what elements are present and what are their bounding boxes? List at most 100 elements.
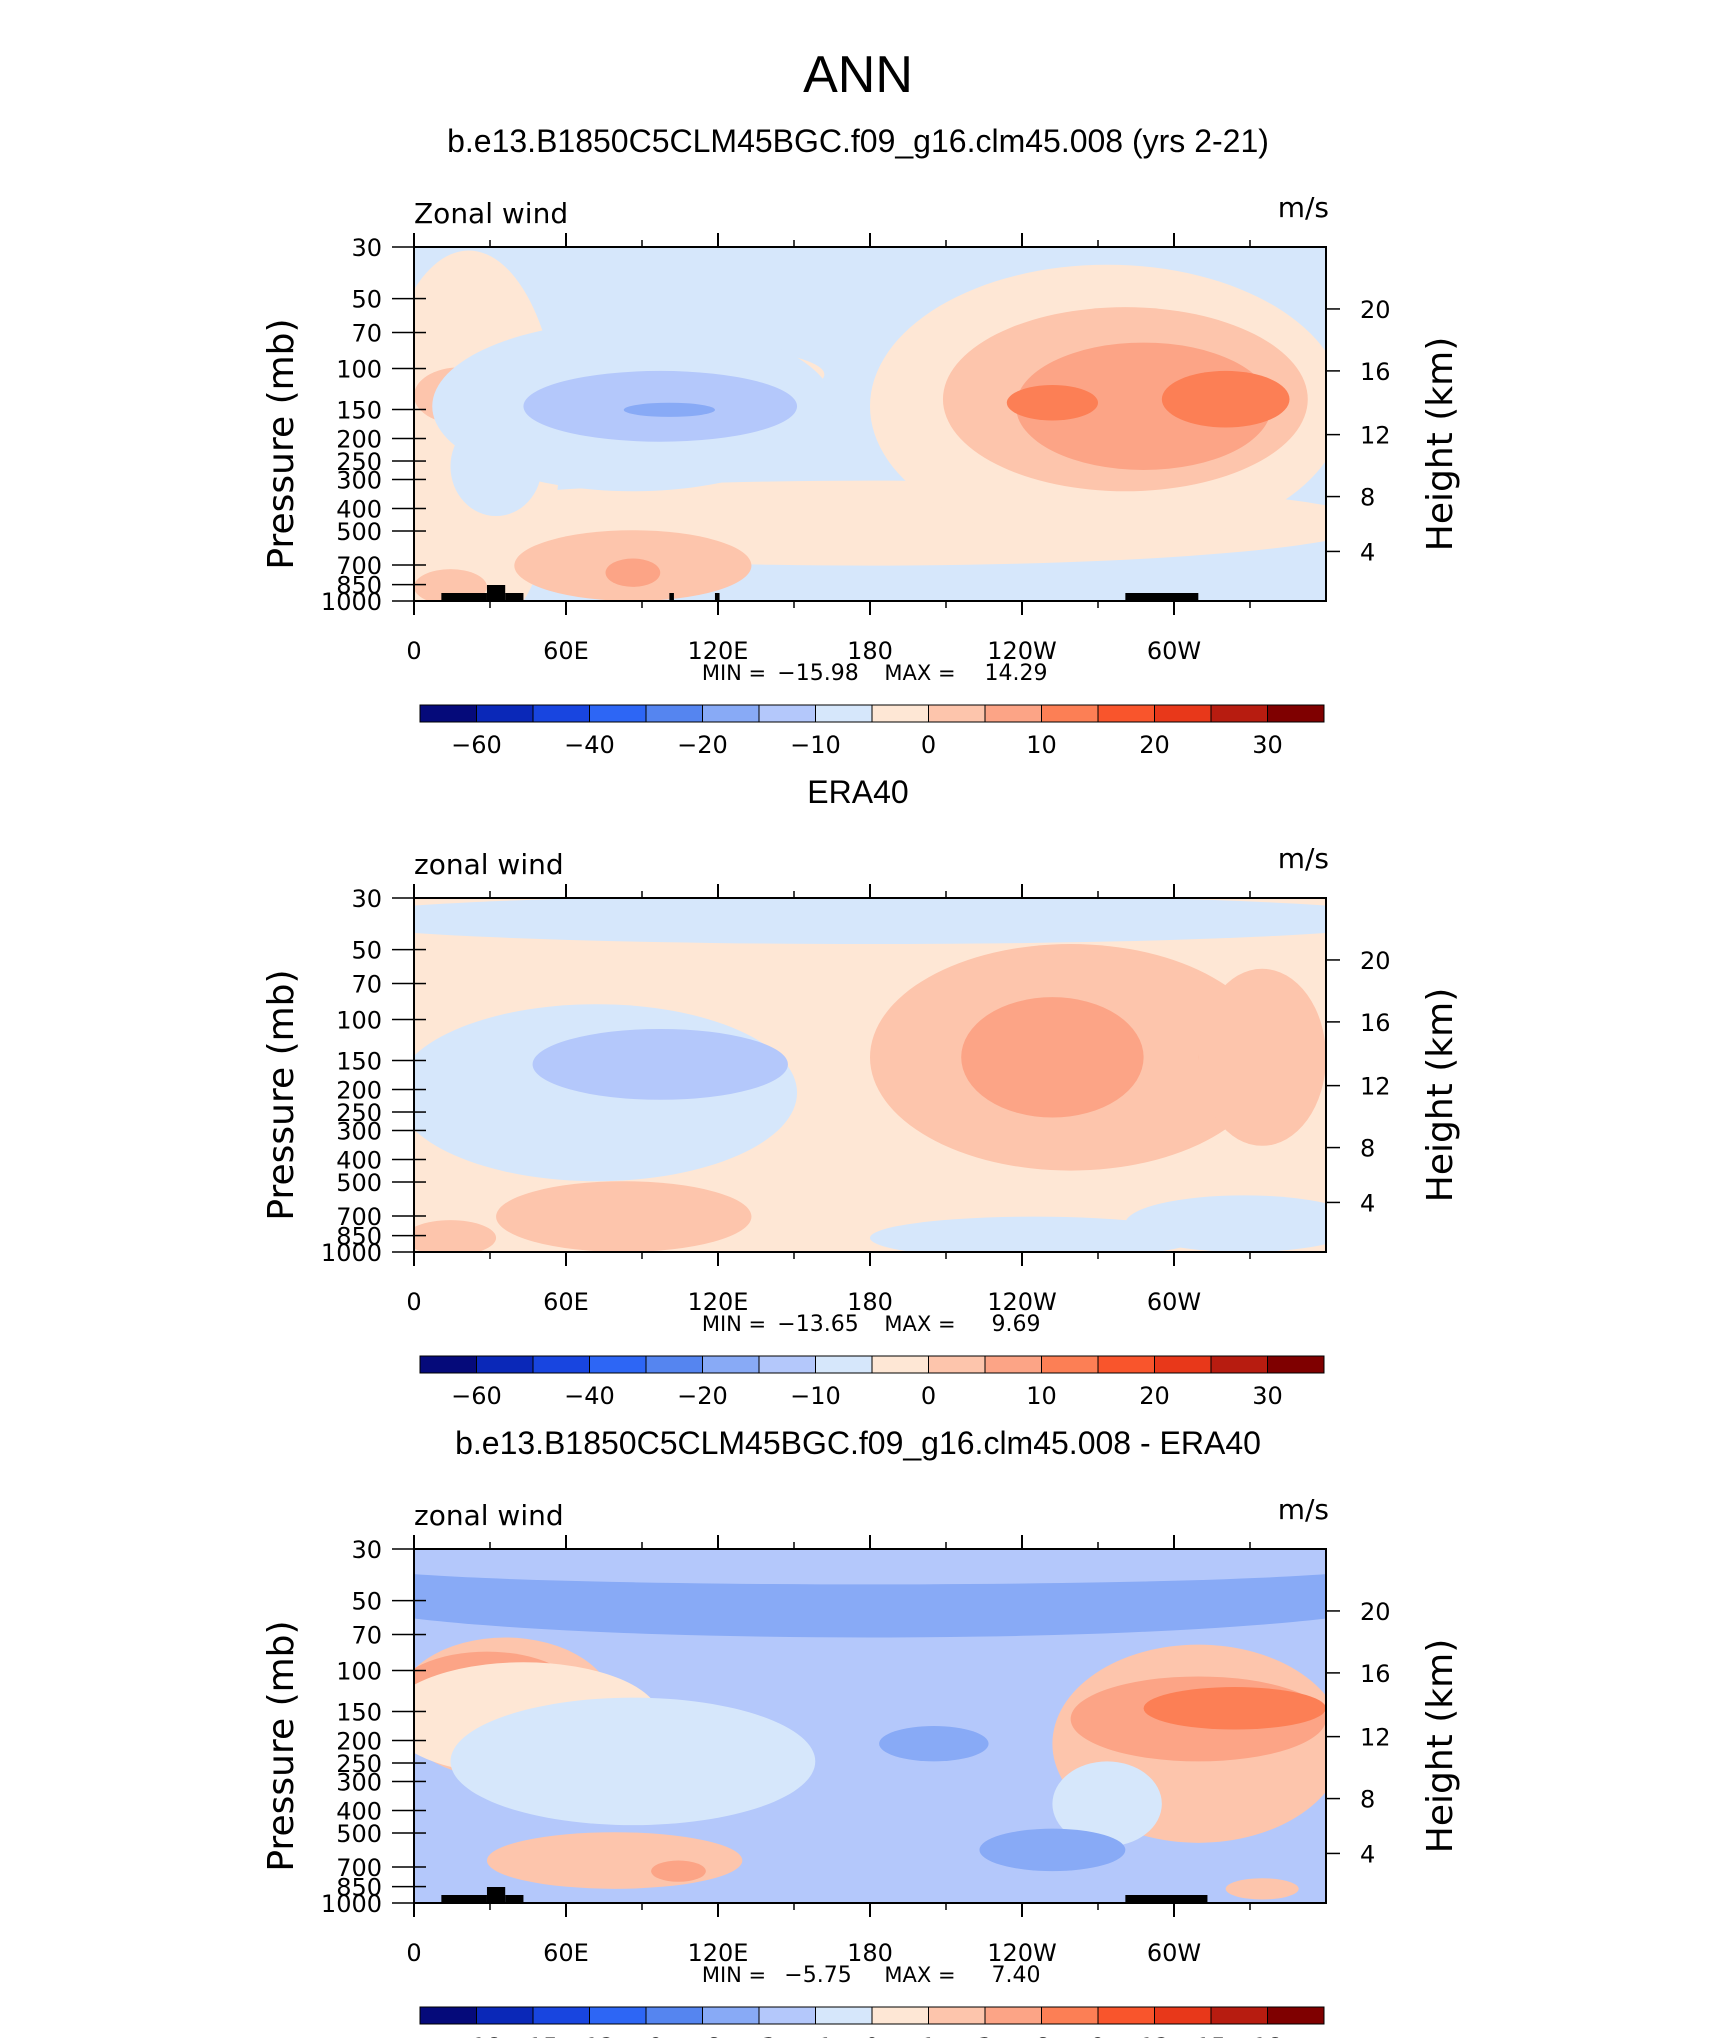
colorbar-label: −12 xyxy=(564,2033,615,2038)
colorbar-swatch xyxy=(758,2006,816,2025)
page-title: ANN xyxy=(803,46,913,104)
colorbar-label: 3 xyxy=(977,2033,992,2038)
stats-max-label: MAX = xyxy=(884,1963,955,1987)
colorbar-label: 1 xyxy=(921,2033,936,2038)
colorbar-swatch xyxy=(645,2006,703,2025)
chart-panel-1: b.e13.B1850C5CLM45BGC.f09_g16.clm45.008 … xyxy=(261,123,1461,759)
colorbar-swatch xyxy=(871,704,929,723)
y2-tick-label: 12 xyxy=(1360,1073,1391,1101)
colorbar-label: −18 xyxy=(451,2033,502,2038)
y-tick-label: 50 xyxy=(351,1588,382,1616)
y-tick-label: 200 xyxy=(336,426,382,454)
y2-tick-label: 16 xyxy=(1360,1009,1391,1037)
colorbar-swatch xyxy=(1154,1355,1212,1374)
colorbar-swatch xyxy=(984,704,1042,723)
y2-tick-label: 4 xyxy=(1360,1840,1375,1868)
colorbar-swatch xyxy=(1267,2006,1325,2025)
colorbar-label: −40 xyxy=(564,731,615,759)
colorbar-swatch xyxy=(1041,2006,1099,2025)
y2-axis-title: Height (km) xyxy=(1420,988,1461,1202)
colorbar-swatch xyxy=(928,1355,986,1374)
colorbar-swatch xyxy=(645,704,703,723)
y-tick-label: 250 xyxy=(336,448,382,476)
y-tick-label: 300 xyxy=(336,1768,382,1796)
colorbar-label: −15 xyxy=(508,2033,559,2038)
contour-region xyxy=(486,1832,743,1889)
y-tick-label: 100 xyxy=(336,1007,382,1035)
x-tick-label: 60E xyxy=(543,1288,589,1316)
colorbar-label: 6 xyxy=(1034,2033,1049,2038)
colorbar-label: −6 xyxy=(685,2033,720,2038)
topography-block xyxy=(1125,593,1199,601)
y-tick-label: 300 xyxy=(336,466,382,494)
colorbar-label: 18 xyxy=(1252,2033,1283,2038)
topography-block xyxy=(669,593,674,601)
y-tick-label: 300 xyxy=(336,1117,382,1145)
colorbar-swatch xyxy=(815,2006,873,2025)
x-tick-label: 120E xyxy=(688,637,749,665)
colorbar-label: 9 xyxy=(1090,2033,1105,2038)
colorbar-swatch xyxy=(1267,704,1325,723)
x-tick-label: 60W xyxy=(1147,1288,1201,1316)
topography-block xyxy=(441,593,487,601)
y-tick-label: 850 xyxy=(336,1874,382,1902)
stats-min-label: MIN = xyxy=(702,1963,766,1987)
colorbar-swatch xyxy=(871,2006,929,2025)
colorbar-label: −10 xyxy=(790,1382,841,1410)
topography-block xyxy=(505,593,524,601)
topography-block xyxy=(714,593,720,601)
y-tick-label: 100 xyxy=(336,356,382,384)
colorbar: −60 −40 −20 −10 0 10 20 30 xyxy=(419,1355,1325,1410)
y-tick-label: 500 xyxy=(336,1820,382,1848)
chart-panel-3: b.e13.B1850C5CLM45BGC.f09_g16.clm45.008 … xyxy=(261,1425,1461,2043)
x-tick-label: 120E xyxy=(688,1288,749,1316)
panel-title: b.e13.B1850C5CLM45BGC.f09_g16.clm45.008 … xyxy=(447,123,1269,159)
y-tick-label: 250 xyxy=(336,1099,382,1127)
colorbar-label: 30 xyxy=(1252,1382,1283,1410)
colorbar-swatch xyxy=(589,704,647,723)
y2-tick-label: 4 xyxy=(1360,538,1375,566)
colorbar-swatch xyxy=(419,2006,477,2025)
x-tick-label: 0 xyxy=(406,637,421,665)
colorbar-label: 20 xyxy=(1139,731,1170,759)
contour-region xyxy=(450,1697,816,1826)
colorbar-swatch xyxy=(476,1355,534,1374)
colorbar-swatch xyxy=(1097,1355,1155,1374)
colorbar-swatch xyxy=(1210,2006,1268,2025)
x-tick-label: 60E xyxy=(543,637,589,665)
colorbar: −60 −40 −20 −10 0 10 20 30 xyxy=(419,704,1325,759)
colorbar-swatch xyxy=(645,1355,703,1374)
colorbar-label: −9 xyxy=(628,2033,663,2038)
colorbar-label: −1 xyxy=(798,2033,833,2038)
colorbar-swatch xyxy=(1210,1355,1268,1374)
y-tick-label: 200 xyxy=(336,1728,382,1756)
y-tick-label: 1000 xyxy=(321,1239,382,1267)
x-tick-label: 180 xyxy=(847,1288,893,1316)
stats-max-label: MAX = xyxy=(884,661,955,685)
x-tick-label: 120W xyxy=(987,1288,1057,1316)
y-tick-label: 70 xyxy=(351,320,382,348)
y-tick-label: 150 xyxy=(336,396,382,424)
panel-title: b.e13.B1850C5CLM45BGC.f09_g16.clm45.008 … xyxy=(455,1425,1261,1461)
y-tick-label: 1000 xyxy=(321,1890,382,1918)
panel-variable-label: zonal wind xyxy=(414,1499,564,1532)
y2-tick-label: 8 xyxy=(1360,1135,1375,1163)
colorbar-swatch xyxy=(815,1355,873,1374)
colorbar: −18 −15 −12 −9 −6 −3 −1 0 1 3 6 9 12 15 18 xyxy=(419,2006,1325,2043)
y-tick-label: 50 xyxy=(351,937,382,965)
y-tick-label: 30 xyxy=(351,885,382,913)
x-tick-label: 60W xyxy=(1147,637,1201,665)
colorbar-label: 0 xyxy=(864,2033,879,2038)
y-tick-label: 50 xyxy=(351,286,382,314)
x-tick-label: 60W xyxy=(1147,1939,1201,1967)
colorbar-label: 10 xyxy=(1026,731,1057,759)
contour-region xyxy=(1006,385,1098,421)
topography-block xyxy=(441,1895,487,1903)
y-axis-title: Pressure (mb) xyxy=(261,969,302,1220)
y-tick-label: 850 xyxy=(336,572,382,600)
contour-field xyxy=(414,247,1326,601)
colorbar-swatch xyxy=(815,704,873,723)
y-tick-label: 150 xyxy=(336,1047,382,1075)
x-tick-label: 180 xyxy=(847,1939,893,1967)
